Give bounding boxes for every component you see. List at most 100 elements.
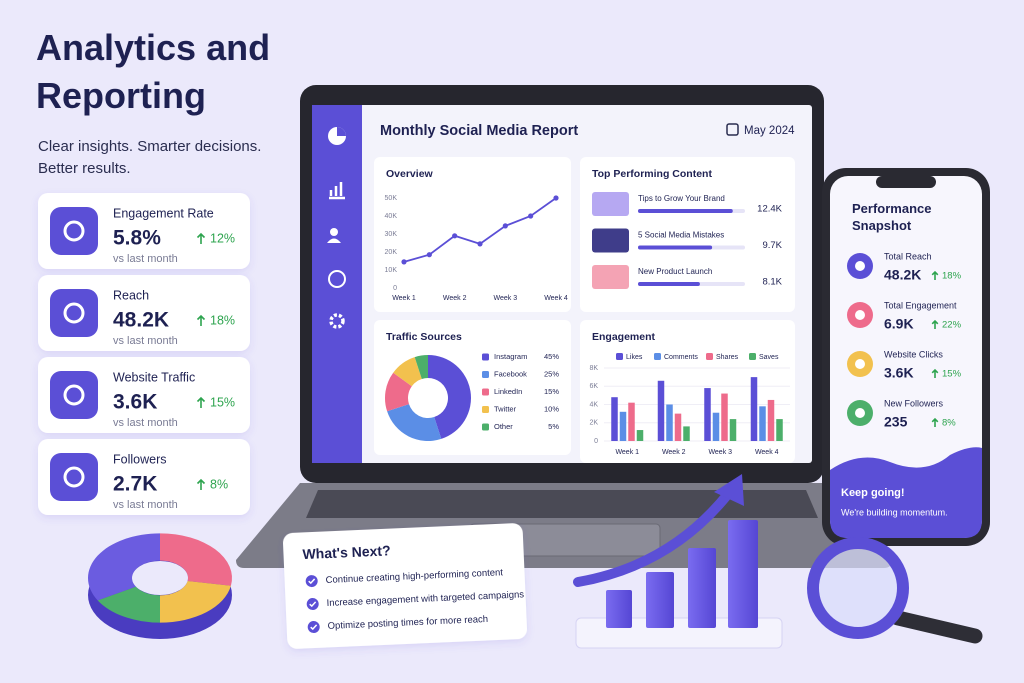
- bar: [767, 399, 775, 441]
- panel-title: Top Performing Content: [592, 168, 712, 180]
- bar: [674, 413, 682, 441]
- content-title: New Product Launch: [638, 267, 712, 276]
- legend-label: Saves: [759, 354, 779, 361]
- sidebar-icon: [329, 313, 345, 329]
- pie-slice: [414, 355, 428, 379]
- kpi-change: 12%: [210, 231, 235, 245]
- deco-donut-slice: [160, 533, 232, 586]
- x-tick-label: Week 4: [544, 295, 568, 302]
- snapshot-value: 235: [884, 414, 908, 430]
- page-subtitle: Clear insights. Smarter decisions. Bette…: [38, 138, 262, 177]
- sidebar-icon: [327, 238, 341, 243]
- deco-donut-hole: [132, 561, 188, 595]
- report-title: Monthly Social Media Report: [380, 123, 578, 139]
- panel-title: Engagement: [592, 331, 656, 343]
- kpi-note: vs last month: [113, 253, 178, 265]
- snapshot-label: Website Clicks: [884, 349, 943, 359]
- next-title: What's Next?: [302, 542, 391, 562]
- kpi-change: 18%: [210, 313, 235, 327]
- y-tick-label: 40K: [385, 213, 398, 220]
- phone-wave: [830, 447, 982, 538]
- deco-donut: [88, 533, 232, 623]
- snapshot-value: 6.9K: [884, 316, 914, 332]
- panel-title: Overview: [386, 168, 434, 180]
- point: [401, 259, 407, 265]
- kpi-label: Reach: [113, 288, 149, 302]
- kpi-note: vs last month: [113, 417, 178, 429]
- legend-swatch: [616, 353, 623, 360]
- deco-bar: [688, 548, 716, 628]
- legend-label: Facebook: [494, 369, 527, 378]
- legend-swatch: [482, 388, 489, 396]
- up-arrow: [931, 368, 939, 378]
- snapshot-footer-text: We're building momentum.: [841, 507, 948, 517]
- kpi-change: 8%: [210, 477, 228, 491]
- kpi-icon: [50, 371, 98, 419]
- kpi-icon: [50, 453, 98, 501]
- y-tick-label: 0: [594, 438, 598, 445]
- next-card: What's Next?Continue creating high-perfo…: [283, 523, 527, 649]
- kpi-value: 5.8%: [113, 227, 161, 250]
- deco-arrow-head: [714, 474, 744, 506]
- progress-bar: [638, 282, 700, 286]
- bar: [704, 388, 711, 441]
- up-arrow: [931, 270, 939, 280]
- legend-label: Instagram: [494, 352, 527, 361]
- snapshot-label: New Followers: [884, 398, 944, 408]
- y-tick-label: 20K: [385, 249, 398, 256]
- deco-arrow: [573, 489, 733, 587]
- legend-swatch: [706, 353, 713, 360]
- up-arrow: [196, 478, 206, 490]
- point: [477, 241, 483, 247]
- deco-bar: [646, 572, 674, 628]
- pie-slice: [393, 357, 422, 387]
- bar: [776, 419, 783, 441]
- snapshot-value: 48.2K: [884, 267, 921, 283]
- keyboard: [306, 490, 818, 518]
- page-title: Analytics and Reporting: [36, 27, 271, 116]
- content-title: 5 Social Media Mistakes: [638, 231, 724, 240]
- snapshot-label: Total Reach: [884, 251, 932, 261]
- kpi-value: 48.2K: [113, 309, 169, 332]
- kpi-label: Engagement Rate: [113, 206, 214, 220]
- kpi-value: 3.6K: [113, 391, 157, 414]
- legend-swatch: [654, 353, 661, 360]
- up-arrow: [196, 396, 206, 408]
- report-date: May 2024: [744, 125, 795, 137]
- legend-label: LinkedIn: [494, 387, 522, 396]
- kpi-icon-glyph: [63, 302, 85, 324]
- content-title: Tips to Grow Your Brand: [638, 194, 725, 203]
- legend-swatch: [482, 406, 489, 413]
- sidebar-icon: [329, 182, 345, 200]
- deco-donut-slice: [160, 581, 231, 623]
- up-arrow: [196, 232, 206, 244]
- y-tick-label: 10K: [385, 267, 398, 274]
- bar: [721, 393, 728, 441]
- bar: [683, 426, 690, 441]
- kpi-label: Followers: [113, 452, 167, 466]
- point: [502, 223, 508, 229]
- deco-bar: [606, 590, 632, 628]
- point: [528, 213, 534, 219]
- pie-slice: [428, 355, 471, 439]
- panel-title: Traffic Sources: [386, 331, 462, 343]
- kpi-note: vs last month: [113, 335, 178, 347]
- pie-slice: [385, 372, 412, 412]
- check-mark: [308, 578, 316, 585]
- legend-label: Twitter: [494, 404, 517, 413]
- pie-slice: [387, 404, 442, 441]
- snapshot-icon-glyph: [855, 359, 865, 369]
- x-tick-label: Week 2: [662, 449, 686, 456]
- kpi-label: Website Traffic: [113, 370, 195, 384]
- point: [426, 252, 432, 258]
- slice-label: 45%: [544, 352, 559, 361]
- snapshot-change: 22%: [942, 320, 962, 331]
- bar: [636, 430, 644, 441]
- bar: [759, 406, 766, 441]
- slice-label: 5%: [548, 422, 559, 431]
- legend-label: Shares: [716, 354, 739, 361]
- kpi-icon-glyph: [63, 220, 85, 242]
- point: [553, 195, 559, 201]
